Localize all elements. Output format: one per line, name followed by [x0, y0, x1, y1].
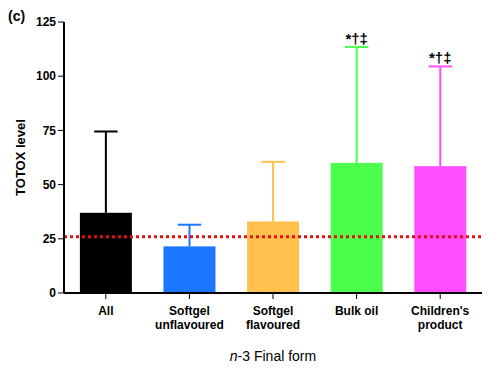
svg-text:25: 25: [43, 232, 57, 246]
svg-text:All: All: [98, 304, 113, 318]
svg-text:Softgelflavoured: Softgelflavoured: [246, 304, 300, 332]
svg-text:Children'sproduct: Children'sproduct: [411, 304, 470, 332]
svg-text:TOTOX level: TOTOX level: [13, 119, 28, 196]
svg-text:*†‡: *†‡: [429, 49, 452, 66]
svg-text:0: 0: [49, 286, 56, 300]
svg-text:n-3 Final form: n-3 Final form: [230, 348, 316, 364]
svg-text:*†‡: *†‡: [345, 30, 368, 47]
svg-text:125: 125: [36, 15, 56, 29]
svg-text:75: 75: [43, 124, 57, 138]
svg-text:Bulk oil: Bulk oil: [335, 304, 378, 318]
svg-text:Softgelunflavoured: Softgelunflavoured: [155, 304, 224, 332]
svg-text:100: 100: [36, 69, 56, 83]
svg-text:50: 50: [43, 178, 57, 192]
html-text:(c): (c): [8, 8, 26, 24]
